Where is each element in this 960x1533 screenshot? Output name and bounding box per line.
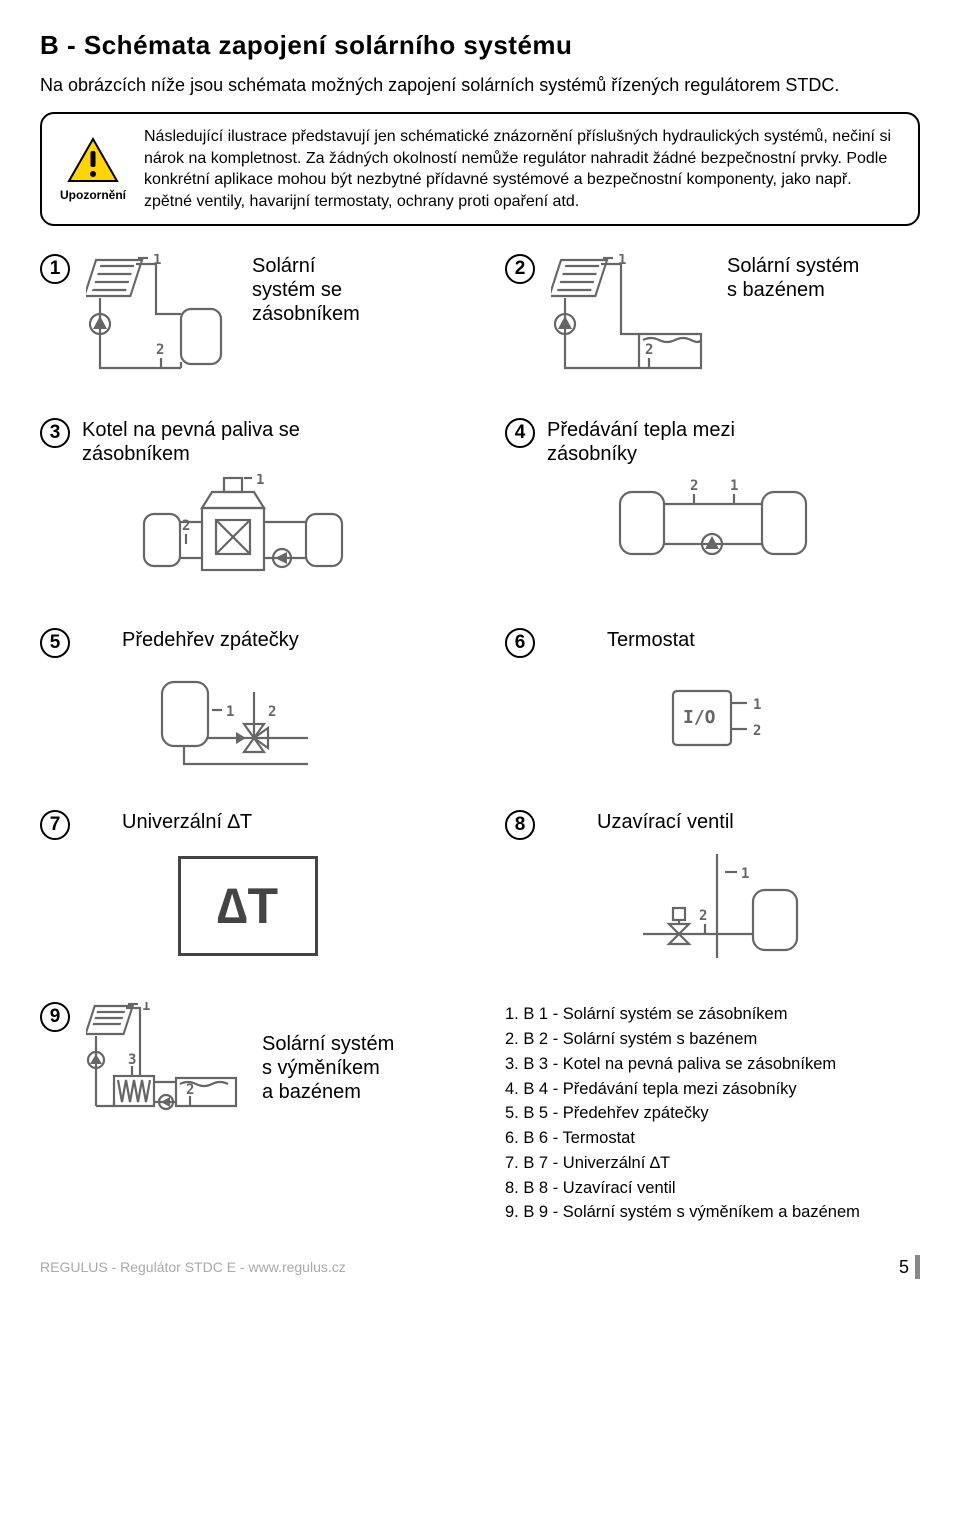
svg-text:2: 2	[699, 908, 707, 924]
svg-text:1: 1	[753, 697, 761, 713]
item-number: 4	[505, 418, 535, 448]
toc-item: 7. B 7 - Univerzální ∆T	[505, 1151, 920, 1176]
footer-text: REGULUS - Regulátor STDC E - www.regulus…	[40, 1259, 346, 1275]
svg-text:I/O: I/O	[683, 707, 716, 728]
item-number: 6	[505, 628, 535, 658]
diagram-7: ∆T	[40, 848, 455, 958]
svg-text:1: 1	[256, 474, 264, 488]
item-label: Předávání tepla mezi zásobníky	[547, 418, 735, 466]
schematic-cell-4: 4 Předávání tepla mezi zásobníky 2 1	[505, 418, 920, 594]
diagram-3: 1 2	[40, 474, 455, 594]
page-footer: REGULUS - Regulátor STDC E - www.regulus…	[40, 1255, 920, 1279]
svg-text:2: 2	[156, 342, 164, 358]
svg-text:2: 2	[182, 518, 190, 534]
item-label: Uzavírací ventil	[597, 810, 734, 834]
toc-item: 1. B 1 - Solární systém se zásobníkem	[505, 1002, 920, 1027]
diagram-6: I/O 1 2	[505, 666, 920, 776]
svg-text:1: 1	[730, 478, 738, 494]
item-label: Předehřev zpátečky	[122, 628, 299, 652]
toc-item: 3. B 3 - Kotel na pevná paliva se zásobn…	[505, 1052, 920, 1077]
warning-box: Upozornění Následující ilustrace předsta…	[40, 112, 920, 226]
item-number: 7	[40, 810, 70, 840]
item-number: 9	[40, 1002, 70, 1032]
svg-text:2: 2	[645, 342, 653, 358]
item-number: 5	[40, 628, 70, 658]
intro-text: Na obrázcích níže jsou schémata možných …	[40, 75, 920, 96]
toc-cell: 1. B 1 - Solární systém se zásobníkem 2.…	[505, 1002, 920, 1225]
schematic-cell-5: 5 Předehřev zpátečky 1 2	[40, 628, 455, 776]
item-label: Solární systém se zásobníkem	[252, 254, 360, 326]
schematic-grid: 1 1	[40, 254, 920, 1225]
warning-caption: Upozornění	[60, 188, 126, 202]
svg-text:1: 1	[618, 254, 626, 268]
svg-text:1: 1	[153, 254, 161, 268]
item-number: 2	[505, 254, 535, 284]
toc-item: 9. B 9 - Solární systém s výměníkem a ba…	[505, 1200, 920, 1225]
diagram-8: 1 2	[505, 848, 920, 968]
schematic-cell-3: 3 Kotel na pevná paliva se zásobníkem 1 …	[40, 418, 455, 594]
item-number: 8	[505, 810, 535, 840]
page-number: 5	[899, 1255, 920, 1279]
schematic-cell-1: 1 1	[40, 254, 455, 384]
schematic-cell-8: 8 Uzavírací ventil 1 2	[505, 810, 920, 968]
warning-triangle-icon	[66, 136, 120, 184]
item-label: Univerzální ∆T	[122, 810, 252, 834]
item-label: Solární systém s výměníkem a bazénem	[262, 1032, 394, 1104]
diagram-2: 1 2	[551, 254, 711, 384]
diagram-1: 1 2	[86, 254, 236, 384]
schematic-cell-7: 7 Univerzální ∆T ∆T	[40, 810, 455, 968]
item-label: Termostat	[607, 628, 695, 652]
svg-text:2: 2	[753, 723, 761, 739]
item-label: Kotel na pevná paliva se zásobníkem	[82, 418, 300, 466]
svg-text:2: 2	[268, 704, 276, 720]
item-number: 1	[40, 254, 70, 284]
svg-text:2: 2	[186, 1082, 194, 1098]
item-number: 3	[40, 418, 70, 448]
toc-item: 8. B 8 - Uzavírací ventil	[505, 1176, 920, 1201]
warning-icon-column: Upozornění	[56, 126, 130, 202]
toc-item: 5. B 5 - Předehřev zpátečky	[505, 1101, 920, 1126]
svg-text:3: 3	[128, 1052, 136, 1068]
delta-t-symbol: ∆T	[178, 856, 318, 956]
schematic-cell-2: 2 1	[505, 254, 920, 384]
svg-text:1: 1	[142, 1002, 150, 1014]
toc-list: 1. B 1 - Solární systém se zásobníkem 2.…	[505, 1002, 920, 1225]
page-title: B - Schémata zapojení solárního systému	[40, 30, 920, 61]
toc-item: 2. B 2 - Solární systém s bazénem	[505, 1027, 920, 1052]
diagram-5: 1 2	[40, 666, 455, 776]
diagram-4: 2 1	[505, 474, 920, 584]
svg-text:1: 1	[226, 704, 234, 720]
svg-text:2: 2	[690, 478, 698, 494]
footer-bar-icon	[915, 1255, 920, 1279]
item-label: Solární systém s bazénem	[727, 254, 859, 302]
schematic-cell-9: 9 1	[40, 1002, 455, 1225]
svg-text:1: 1	[741, 866, 749, 882]
warning-text: Následující ilustrace představují jen sc…	[144, 126, 900, 212]
diagram-9: 1 3 2	[86, 1002, 246, 1122]
toc-item: 6. B 6 - Termostat	[505, 1126, 920, 1151]
toc-item: 4. B 4 - Předávání tepla mezi zásobníky	[505, 1077, 920, 1102]
schematic-cell-6: 6 Termostat I/O 1 2	[505, 628, 920, 776]
